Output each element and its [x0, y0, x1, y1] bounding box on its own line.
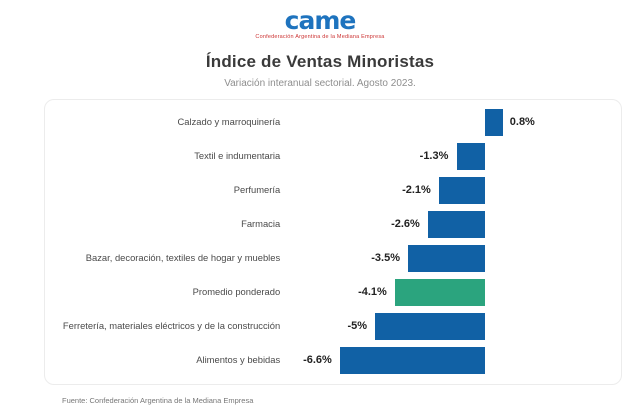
came-logo: came Confederación Argentina de la Media… [0, 8, 640, 40]
bar-plot-area: -3.5% [292, 241, 621, 275]
chart-row: Bazar, decoración, textiles de hogar y m… [45, 241, 621, 275]
value-label: -2.1% [402, 184, 431, 196]
bar-chart: Calzado y marroquinería 0.8% Textil e indu… [45, 105, 621, 377]
chart-subtitle: Variación interanual sectorial. Agosto 2… [224, 78, 416, 89]
value-label: -4.1% [358, 286, 387, 298]
chart-row: Ferretería, materiales eléctricos y de l… [45, 309, 621, 343]
chart-title: Índice de Ventas Minoristas [205, 52, 435, 71]
bar-plot-area: -2.6% [292, 207, 621, 241]
value-bar [456, 142, 486, 170]
value-bar [438, 176, 486, 204]
bar-plot-area: -4.1% [292, 275, 621, 309]
came-logo-tagline: Confederación Argentina de la Mediana Em… [255, 34, 385, 40]
bar-plot-area: -1.3% [292, 139, 621, 173]
chart-row: Farmacia -2.6% [45, 207, 621, 241]
bar-plot-area: -2.1% [292, 173, 621, 207]
bar-plot-area: 0.8% [292, 105, 621, 139]
value-label: -3.5% [371, 252, 400, 264]
highlight-bar [394, 278, 486, 306]
chart-row: Textil e indumentaria -1.3% [45, 139, 621, 173]
chart-row: Alimentos y bebidas -6.6% [45, 343, 621, 377]
chart-row: Promedio ponderado -4.1% [45, 275, 621, 309]
value-bar [427, 210, 486, 238]
value-bar [408, 244, 486, 272]
category-label: Farmacia [241, 217, 281, 229]
bar-plot-area: -5% [292, 309, 621, 343]
category-label: Bazar, decoración, textiles de hogar y m… [85, 251, 281, 263]
value-bar [339, 346, 486, 374]
chart-panel: Calzado y marroquinería 0.8% Textil e indu… [44, 99, 622, 385]
value-bar [375, 312, 486, 340]
category-label: Promedio ponderado [192, 285, 281, 297]
chart-row: Perfumería -2.1% [45, 173, 621, 207]
came-logo-text: came [284, 6, 357, 35]
value-label: -1.3% [419, 150, 449, 162]
category-label: Alimentos y bebidas [196, 353, 281, 365]
value-label: -6.6% [303, 354, 332, 366]
category-label: Ferretería, materiales eléctricos y de l… [62, 319, 281, 331]
chart-row: Calzado y marroquinería 0.8% [45, 105, 621, 139]
value-bar [485, 108, 503, 136]
category-label: Perfumería [233, 183, 281, 195]
bar-plot-area: -6.6% [292, 343, 621, 377]
value-label: 0.8% [509, 116, 535, 128]
value-label: -2.6% [391, 218, 420, 230]
category-label: Textil e indumentaria [194, 149, 281, 161]
value-label: -5% [347, 320, 367, 332]
category-label: Calzado y marroquinería [177, 115, 281, 127]
source-note: Fuente: Confederación Argentina de la Me… [62, 396, 254, 405]
